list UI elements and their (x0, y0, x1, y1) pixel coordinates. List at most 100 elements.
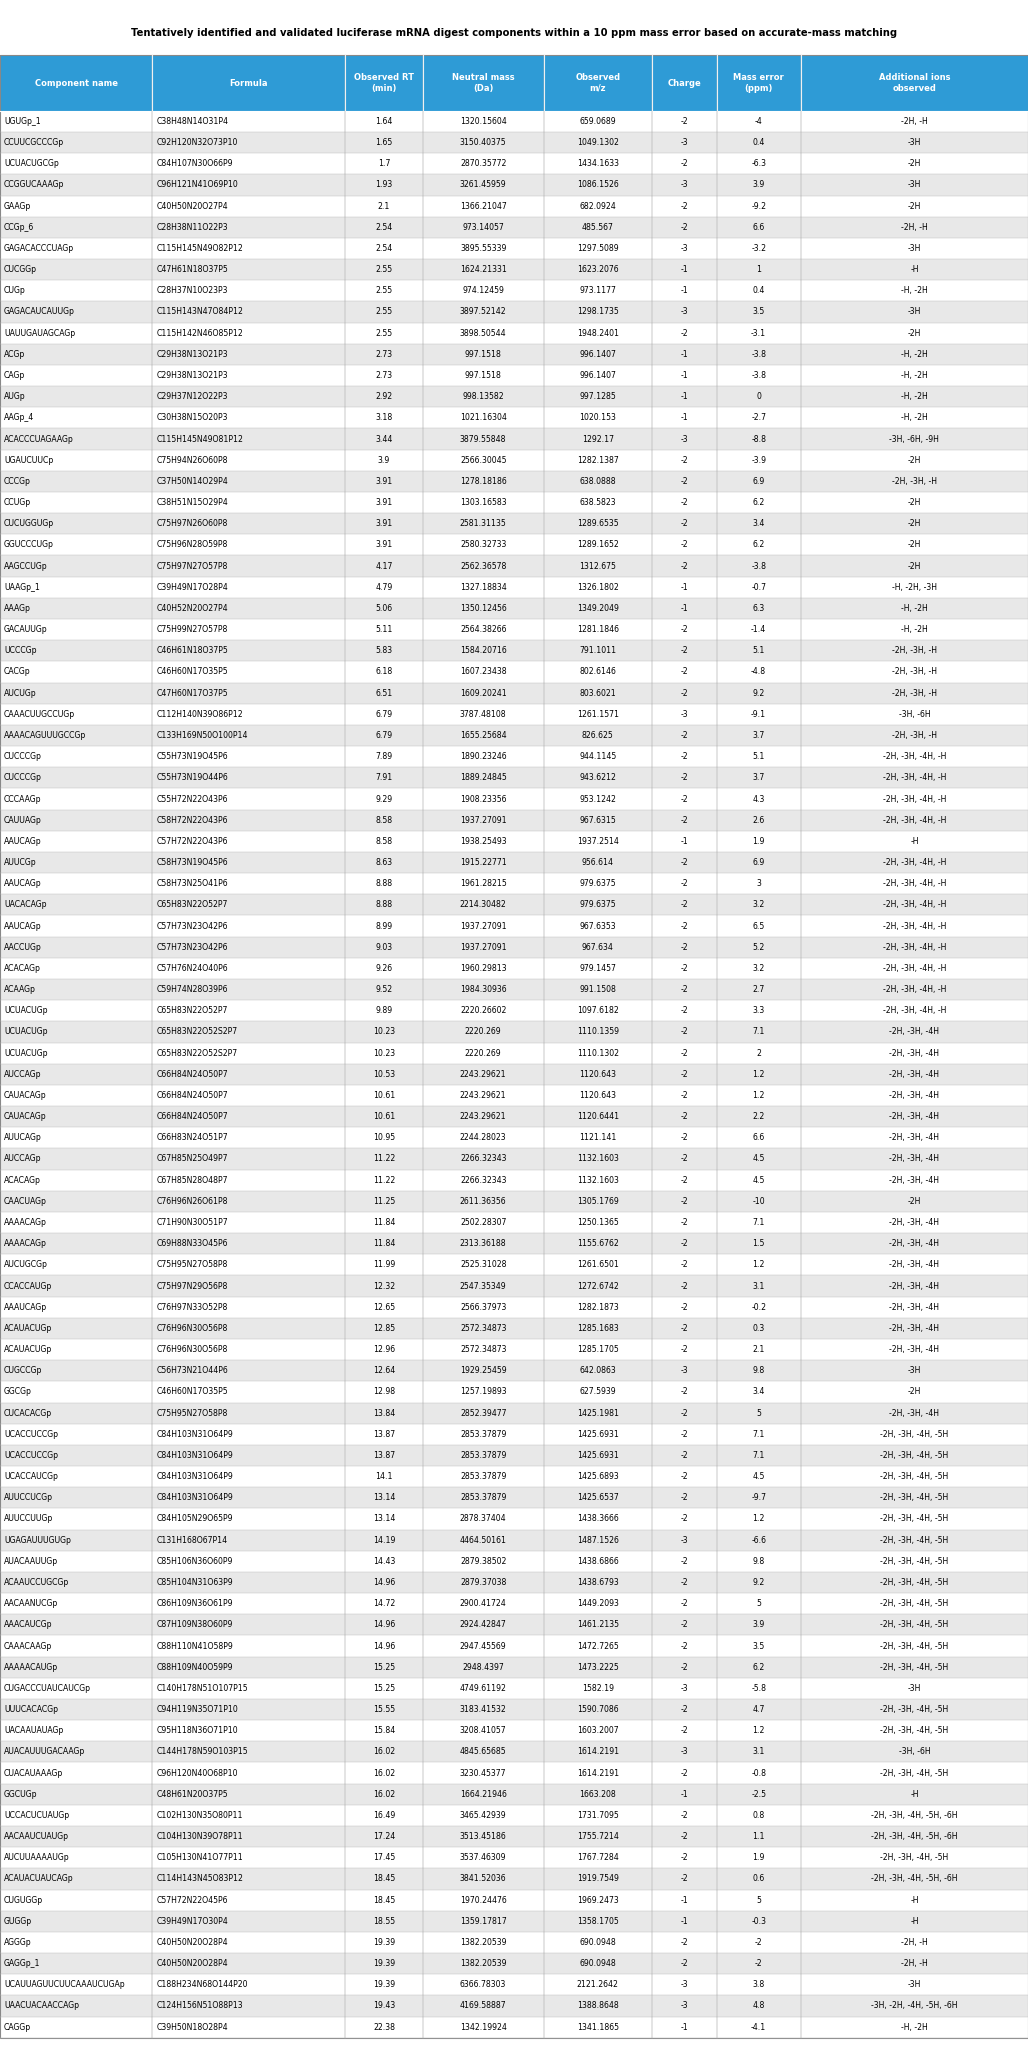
Text: C88H110N41O58P9: C88H110N41O58P9 (156, 1642, 233, 1651)
Text: 1.2: 1.2 (752, 1513, 765, 1524)
Text: C84H107N30O66P9: C84H107N30O66P9 (156, 160, 232, 168)
Bar (423, 1954, 544, 1974)
Bar (717, 1509, 801, 1530)
Bar (423, 852, 544, 872)
Text: AAAAACAUGp: AAAAACAUGp (4, 1663, 59, 1671)
Bar (717, 1550, 801, 1573)
Text: C57H76N24O40P6: C57H76N24O40P6 (156, 965, 228, 973)
Bar (152, 174, 345, 195)
Text: 2852.39477: 2852.39477 (460, 1409, 507, 1417)
Bar (423, 1126, 544, 1149)
Bar (652, 1423, 717, 1444)
Bar (345, 852, 423, 872)
Text: -H, -2H: -H, -2H (901, 625, 928, 635)
Text: -2H, -3H, -4H, -H: -2H, -3H, -4H, -H (883, 815, 946, 825)
Bar (717, 598, 801, 618)
Bar (152, 471, 345, 492)
Bar (0, 1339, 152, 1360)
Text: C84H103N31O64P9: C84H103N31O64P9 (156, 1493, 233, 1503)
Bar (652, 1573, 717, 1593)
Text: -2: -2 (681, 1049, 688, 1057)
Text: -2: -2 (681, 1409, 688, 1417)
Bar (652, 895, 717, 915)
Text: -2H, -3H, -4H: -2H, -3H, -4H (889, 1133, 940, 1143)
Text: 5.1: 5.1 (752, 752, 765, 762)
Bar (652, 768, 717, 788)
Bar (801, 1360, 1028, 1380)
Text: 3.9: 3.9 (378, 457, 390, 465)
Bar (152, 725, 345, 745)
Bar (717, 745, 801, 768)
Text: 1937.27091: 1937.27091 (460, 815, 507, 825)
Bar (652, 2017, 717, 2038)
Text: CACGp: CACGp (4, 668, 31, 676)
Bar (345, 578, 423, 598)
Text: 8.58: 8.58 (375, 815, 393, 825)
Bar (544, 322, 652, 344)
Text: -2: -2 (681, 541, 688, 549)
Bar (423, 915, 544, 936)
Text: UCUACUGp: UCUACUGp (4, 1028, 47, 1036)
Text: -3: -3 (681, 2001, 688, 2011)
Text: -2: -2 (681, 625, 688, 635)
Bar (652, 618, 717, 641)
Bar (544, 1190, 652, 1212)
Bar (717, 55, 801, 111)
Text: -2: -2 (681, 1239, 688, 1247)
Bar (0, 1149, 152, 1169)
Bar (423, 1827, 544, 1847)
Text: 4169.58887: 4169.58887 (460, 2001, 507, 2011)
Bar (652, 365, 717, 387)
Text: 8.88: 8.88 (375, 879, 393, 889)
Text: C58H73N25O41P6: C58H73N25O41P6 (156, 879, 228, 889)
Bar (345, 1042, 423, 1063)
Text: C75H97N26O60P8: C75H97N26O60P8 (156, 520, 227, 528)
Bar (717, 365, 801, 387)
Bar (801, 1700, 1028, 1720)
Text: 12.65: 12.65 (373, 1303, 395, 1311)
Text: 4.7: 4.7 (752, 1706, 765, 1714)
Bar (0, 322, 152, 344)
Text: 3.91: 3.91 (375, 498, 393, 508)
Bar (801, 598, 1028, 618)
Bar (544, 1868, 652, 1890)
Bar (345, 344, 423, 365)
Text: -2H: -2H (908, 201, 921, 211)
Text: 1282.1387: 1282.1387 (577, 457, 619, 465)
Bar (423, 1149, 544, 1169)
Text: 2947.45569: 2947.45569 (460, 1642, 507, 1651)
Text: 4.5: 4.5 (752, 1155, 765, 1163)
Text: 2243.29621: 2243.29621 (460, 1069, 507, 1079)
Bar (717, 174, 801, 195)
Text: 3.91: 3.91 (375, 477, 393, 485)
Bar (423, 1741, 544, 1763)
Bar (544, 55, 652, 111)
Bar (717, 154, 801, 174)
Text: -2: -2 (681, 1176, 688, 1184)
Bar (152, 1190, 345, 1212)
Bar (717, 535, 801, 555)
Text: -2: -2 (681, 668, 688, 676)
Bar (801, 1380, 1028, 1403)
Text: -2H, -3H, -4H, -5H: -2H, -3H, -4H, -5H (880, 1642, 949, 1651)
Text: -2H, -3H, -4H, -5H: -2H, -3H, -4H, -5H (880, 1556, 949, 1567)
Text: 3.5: 3.5 (752, 1642, 765, 1651)
Bar (544, 1784, 652, 1804)
Text: 1449.2093: 1449.2093 (577, 1599, 619, 1608)
Text: 2.73: 2.73 (375, 371, 393, 381)
Bar (717, 662, 801, 682)
Text: -1: -1 (681, 350, 688, 358)
Text: GGCUGp: GGCUGp (4, 1790, 38, 1798)
Text: C85H106N36O60P9: C85H106N36O60P9 (156, 1556, 232, 1567)
Text: 1110.1359: 1110.1359 (577, 1028, 619, 1036)
Text: 3.44: 3.44 (375, 434, 393, 444)
Bar (801, 1784, 1028, 1804)
Bar (544, 1657, 652, 1677)
Bar (423, 1360, 544, 1380)
Text: -2: -2 (681, 815, 688, 825)
Bar (544, 344, 652, 365)
Text: -2H, -3H, -4H: -2H, -3H, -4H (889, 1219, 940, 1227)
Text: 3183.41532: 3183.41532 (460, 1706, 507, 1714)
Bar (152, 1700, 345, 1720)
Text: 1110.1302: 1110.1302 (577, 1049, 619, 1057)
